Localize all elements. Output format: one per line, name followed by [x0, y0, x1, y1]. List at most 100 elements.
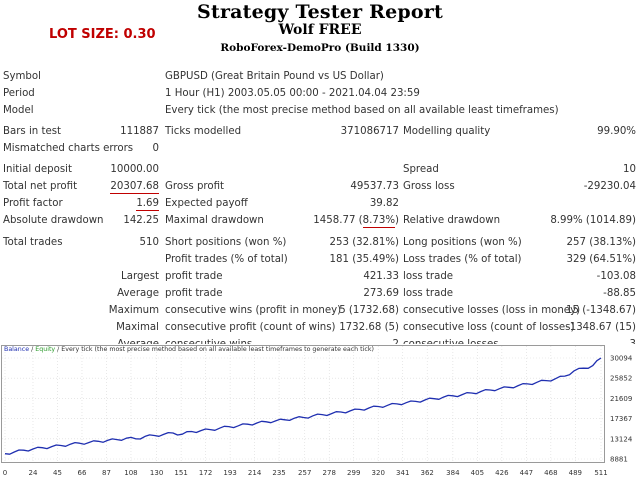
- row-profit-factor: Profit factor 1.69 Expected payoff 39.82: [0, 194, 640, 216]
- relative-drawdown-label: Relative drawdown: [403, 215, 501, 226]
- maximum-label: Maximum: [108, 305, 159, 316]
- x-tick-label: 87: [102, 469, 111, 477]
- ticks-value: 371086717: [340, 126, 399, 137]
- balance-chart-svg: 0 24 45 66 87 108 130 151 172 193 214 235 257 278 299 3…: [0, 344, 640, 480]
- y-tick-label: 13124: [610, 435, 633, 443]
- chart-legend: Balance / Equity / Every tick (the most …: [4, 346, 374, 353]
- legend-equity: Equity: [35, 346, 56, 353]
- x-tick-label: 341: [396, 469, 409, 477]
- absolute-drawdown-label: Absolute drawdown: [3, 215, 104, 226]
- chart-plot-frame: [1, 345, 605, 463]
- x-tick-label: 0: [3, 469, 7, 477]
- x-tick-label: 384: [446, 469, 460, 477]
- broker-info: RoboForex-DemoPro (Build 1330): [220, 42, 420, 54]
- bars-value: 111887: [120, 126, 159, 137]
- row-deposit: Initial deposit 10000.00 Spread 10: [0, 160, 640, 182]
- maximal-drawdown-percent: 8.73%: [362, 215, 396, 228]
- gross-profit-label: Gross profit: [165, 181, 225, 192]
- x-tick-label: 193: [223, 469, 236, 477]
- net-profit-value: 20307.68: [110, 181, 159, 194]
- mismatch-label: Mismatched charts errors: [3, 143, 134, 154]
- maximal-drawdown-close: ): [395, 215, 399, 226]
- net-profit-label: Total net profit: [3, 181, 78, 192]
- chart-series: [4, 357, 602, 455]
- largest-profit-label: profit trade: [165, 271, 223, 282]
- maximal-consecutive-profit-value: 1732.68 (5): [339, 322, 399, 333]
- ticks-label: Ticks modelled: [165, 126, 242, 137]
- row-net-profit: Total net profit 20307.68 Gross profit 4…: [0, 177, 640, 199]
- row-drawdown: Absolute drawdown 142.25 Maximal drawdow…: [0, 211, 640, 233]
- balance-line: [4, 357, 602, 455]
- x-tick-label: 299: [347, 469, 360, 477]
- max-consecutive-wins-label: consecutive wins (profit in money): [165, 305, 342, 316]
- gross-loss-label: Gross loss: [403, 181, 455, 192]
- mismatch-value: 0: [152, 143, 159, 154]
- row-maximal: Maximal consecutive profit (count of win…: [0, 318, 640, 340]
- period-value: 1 Hour (H1) 2003.05.05 00:00 - 2021.04.0…: [165, 88, 420, 99]
- average-loss-label: loss trade: [403, 288, 454, 299]
- maximal-consecutive-loss-label: consecutive loss (count of losses): [403, 322, 575, 333]
- legend-separator: /: [29, 346, 36, 353]
- profit-trades-label: Profit trades (% of total): [165, 254, 288, 265]
- quality-value: 99.90%: [597, 126, 636, 137]
- x-tick-label: 320: [372, 469, 385, 477]
- x-tick-label: 278: [323, 469, 336, 477]
- loss-trades-value: 329 (64.51%): [566, 254, 636, 265]
- loss-trades-label: Loss trades (% of total): [403, 254, 522, 265]
- total-trades-value: 510: [139, 237, 159, 248]
- chart-x-ticks: 0 24 45 66 87 108 130 151 172 193 214 235 257 278 299 3…: [3, 469, 608, 477]
- max-consecutive-losses-value: 15 (-1348.67): [566, 305, 636, 316]
- average-profit-label: profit trade: [165, 288, 223, 299]
- x-tick-label: 108: [124, 469, 137, 477]
- long-positions-label: Long positions (won %): [403, 237, 522, 248]
- maximal-label: Maximal: [116, 322, 159, 333]
- maximal-drawdown-label: Maximal drawdown: [165, 215, 264, 226]
- deposit-value: 10000.00: [110, 164, 159, 175]
- gross-profit-value: 49537.73: [350, 181, 399, 192]
- model-label: Model: [3, 105, 34, 116]
- average-label: Average: [117, 288, 159, 299]
- x-tick-label: 426: [495, 469, 509, 477]
- profit-factor-label: Profit factor: [3, 198, 63, 209]
- x-tick-label: 489: [569, 469, 582, 477]
- largest-label: Largest: [121, 271, 159, 282]
- x-tick-label: 468: [544, 469, 557, 477]
- relative-drawdown-value: 8.99% (1014.89): [550, 215, 636, 226]
- gross-loss-value: -29230.04: [583, 181, 636, 192]
- x-tick-label: 66: [78, 469, 87, 477]
- y-tick-label: 21609: [610, 395, 632, 403]
- x-tick-label: 130: [150, 469, 163, 477]
- lot-size-label: LOT SIZE: 0.30: [49, 27, 156, 42]
- expected-payoff-value: 39.82: [369, 198, 399, 209]
- period-label: Period: [3, 88, 35, 99]
- x-tick-label: 151: [174, 469, 187, 477]
- x-tick-label: 214: [248, 469, 262, 477]
- x-tick-label: 24: [29, 469, 38, 477]
- maximal-consecutive-loss-value: -1348.67 (15): [566, 322, 636, 333]
- max-consecutive-wins-value: 5 (1732.68): [339, 305, 399, 316]
- report-title: Strategy Tester Report: [197, 1, 443, 23]
- x-tick-label: 362: [421, 469, 434, 477]
- row-profit-trades: Profit trades (% of total) 181 (35.49%) …: [0, 250, 640, 272]
- average-loss-value: -88.85: [603, 288, 636, 299]
- largest-profit-value: 421.33: [363, 271, 399, 282]
- y-tick-label: 25852: [610, 375, 632, 383]
- deposit-label: Initial deposit: [3, 164, 72, 175]
- short-positions-label: Short positions (won %): [165, 237, 287, 248]
- row-model: Model Every tick (the most precise metho…: [0, 101, 640, 123]
- spread-label: Spread: [403, 164, 439, 175]
- row-total-trades: Total trades 510 Short positions (won %)…: [0, 233, 640, 255]
- chart-y-ticks: 30094 25852 21609 17367 13124 8881: [610, 355, 633, 464]
- average-profit-value: 273.69: [363, 288, 399, 299]
- legend-balance: Balance: [4, 346, 30, 353]
- balance-chart: 0 24 45 66 87 108 130 151 172 193 214 235 257 278 299 3…: [0, 344, 640, 480]
- symbol-label: Symbol: [3, 71, 41, 82]
- row-average: Average profit trade 273.69 loss trade -…: [0, 284, 640, 306]
- maximal-consecutive-profit-label: consecutive profit (count of wins): [165, 322, 336, 333]
- spread-value: 10: [623, 164, 636, 175]
- symbol-value: GBPUSD (Great Britain Pound vs US Dollar…: [165, 71, 384, 82]
- expert-name: Wolf FREE: [278, 22, 362, 38]
- profit-factor-value: 1.69: [136, 198, 159, 211]
- expected-payoff-label: Expected payoff: [165, 198, 248, 209]
- x-tick-label: 172: [199, 469, 212, 477]
